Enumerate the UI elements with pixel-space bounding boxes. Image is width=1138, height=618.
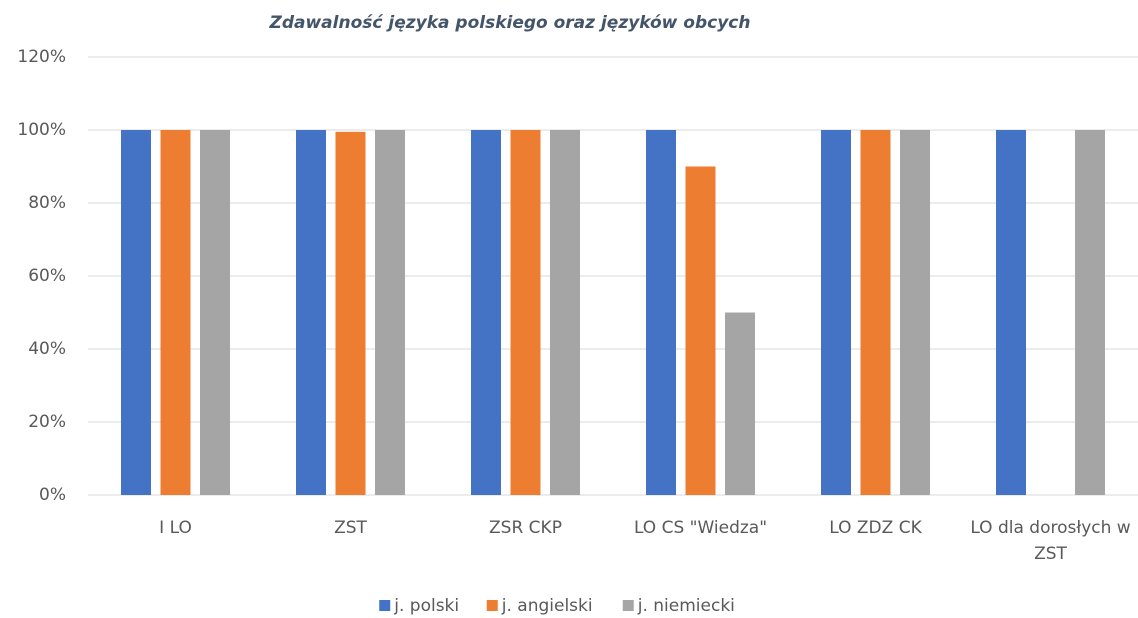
y-tick-label: 100% [17, 120, 66, 140]
y-tick-label: 60% [28, 266, 66, 286]
legend-label: j. polski [393, 596, 459, 616]
bar [646, 130, 676, 495]
x-tick-label: ZST [334, 518, 367, 538]
bar [821, 130, 851, 495]
legend-swatch [622, 600, 634, 611]
bar [725, 312, 755, 495]
bar [900, 130, 930, 495]
x-tick-label: LO CS "Wiedza" [633, 518, 768, 538]
bar [996, 130, 1026, 495]
y-tick-label: 20% [28, 412, 66, 432]
bar [860, 130, 891, 495]
bar [160, 130, 191, 495]
legend-swatch [486, 600, 498, 611]
x-tick-label: LO dla dorosłych w ZST [970, 518, 1131, 564]
legend-label: j. niemiecki [637, 596, 735, 616]
bar [335, 131, 366, 495]
bar [296, 130, 326, 495]
bar [685, 166, 716, 495]
bar [375, 130, 405, 495]
chart-title: Zdawalność języka polskiego oraz języków… [269, 13, 751, 33]
bar [471, 130, 501, 495]
bar [1075, 130, 1105, 495]
y-tick-label: 40% [28, 339, 66, 359]
legend-label: j. angielski [501, 596, 593, 616]
y-tick-label: 0% [39, 485, 66, 505]
x-tick-label: ZSR CKP [489, 518, 562, 538]
bar [200, 130, 230, 495]
x-tick-label: I LO [159, 518, 192, 538]
bar [121, 130, 151, 495]
bar [550, 130, 580, 495]
legend-swatch [379, 600, 391, 611]
y-tick-label: 120% [17, 47, 66, 67]
bar [510, 130, 541, 495]
x-tick-label: LO ZDZ CK [829, 518, 922, 538]
y-tick-label: 80% [28, 193, 66, 213]
